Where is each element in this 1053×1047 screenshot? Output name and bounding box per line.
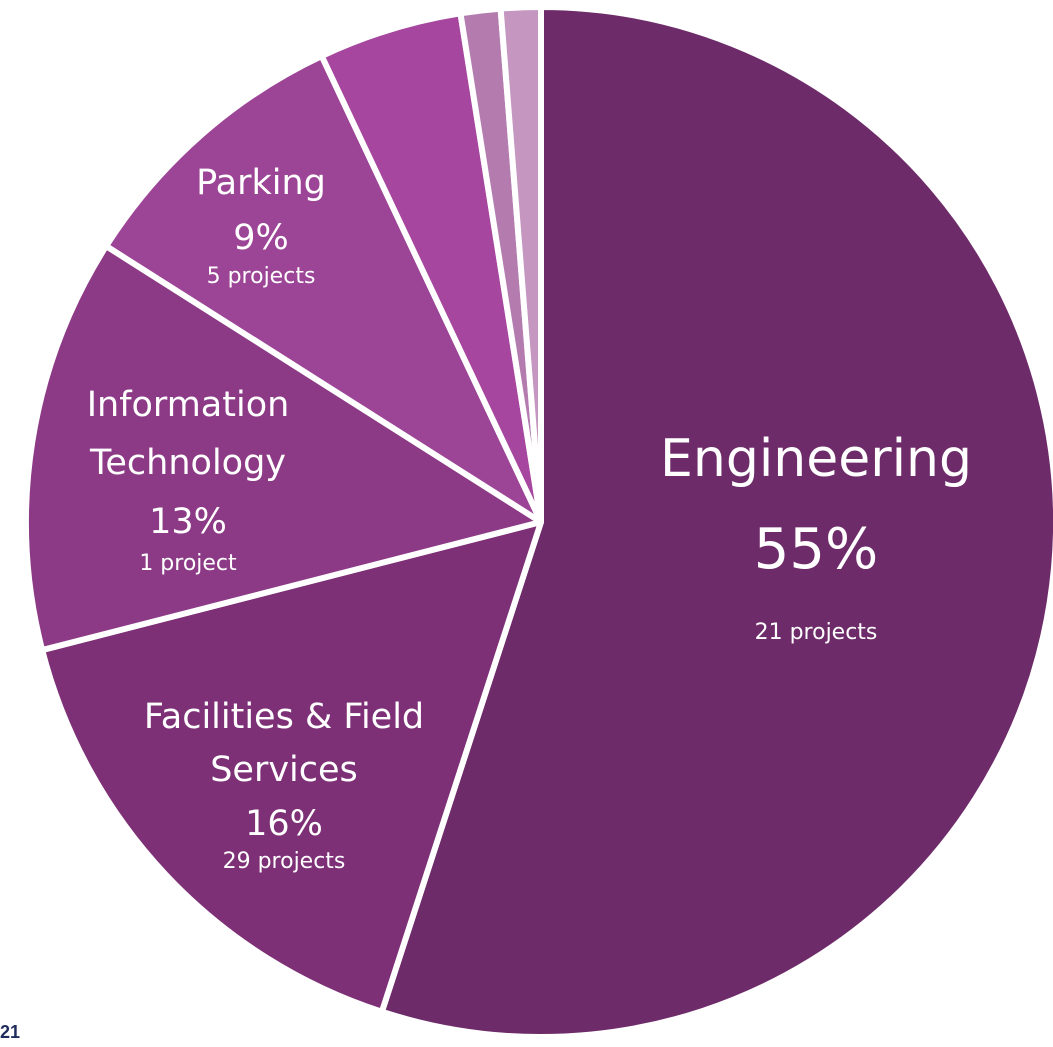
label-information-technology: Information Technology 13% 1 project (87, 385, 290, 576)
pie-slice-facilities-field-services (39, 519, 544, 1015)
slice-name-facilities-line2: Services (210, 750, 358, 790)
slice-percent-parking: 9% (233, 218, 289, 258)
slice-count-parking: 5 projects (207, 264, 316, 289)
pie-slice-unlabeled-6 (497, 4, 544, 525)
slice-percent-facilities: 16% (245, 804, 323, 844)
pie-slice-engineering (378, 4, 1053, 1040)
pie-slice-parking (103, 53, 544, 525)
slice-name-it-line2: Technology (89, 443, 286, 483)
slice-count-engineering: 21 projects (755, 620, 878, 645)
label-parking: Parking 9% 5 projects (196, 163, 326, 289)
slice-name-engineering: Engineering (660, 429, 972, 489)
slice-count-facilities: 29 projects (223, 849, 346, 874)
pie-slices (23, 4, 1053, 1040)
slice-name-it-line1: Information (87, 385, 290, 425)
slice-name-parking: Parking (196, 163, 326, 203)
pie-slice-information-technology (23, 243, 544, 654)
label-engineering: Engineering 55% 21 projects (660, 429, 972, 645)
label-facilities: Facilities & Field Services 16% 29 proje… (144, 697, 424, 874)
slice-percent-engineering: 55% (754, 517, 878, 582)
slice-name-facilities-line1: Facilities & Field (144, 697, 424, 737)
page-number: 21 (0, 1022, 21, 1042)
slice-count-it: 1 project (139, 551, 237, 576)
slice-percent-it: 13% (149, 502, 227, 542)
